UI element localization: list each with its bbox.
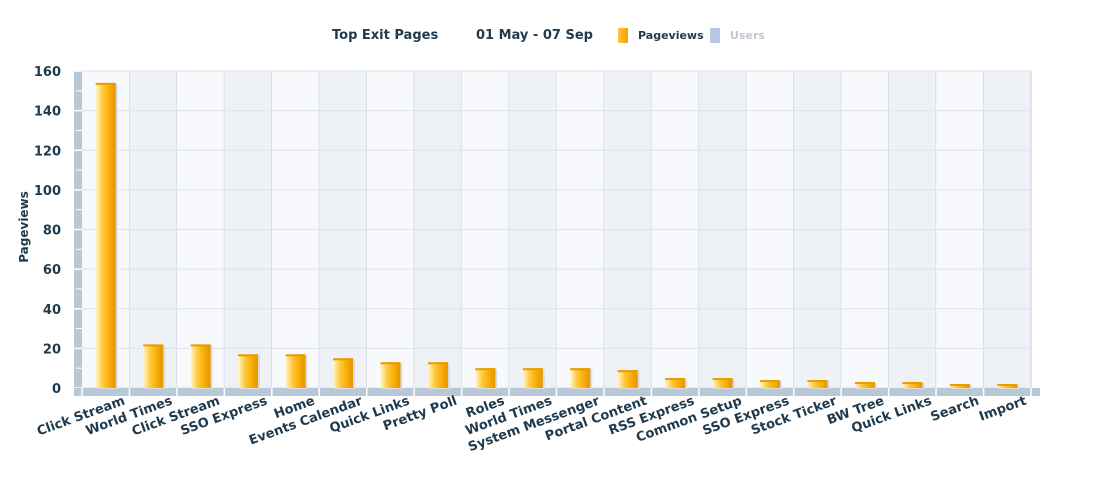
legend-swatch-users <box>710 28 720 43</box>
bar <box>332 358 353 388</box>
bar <box>712 378 733 388</box>
bar-cap <box>665 378 686 381</box>
bar <box>190 344 211 388</box>
bar <box>95 82 116 388</box>
bar-cap <box>997 384 1018 387</box>
date-range: 01 May - 07 Sep <box>476 28 593 43</box>
y-tick-label: 160 <box>34 65 61 80</box>
bar-cap <box>332 358 353 361</box>
y-axis-title: Pageviews <box>17 191 31 263</box>
x-tick-label: Search <box>929 394 981 425</box>
bar <box>380 362 401 388</box>
y-tick-label: 80 <box>43 224 61 239</box>
bar <box>238 354 259 388</box>
y-tick-label: 120 <box>34 144 61 159</box>
bar-cap <box>570 368 591 371</box>
bar-cap <box>807 380 828 383</box>
bar-cap <box>760 380 781 383</box>
bar-cap <box>854 382 875 385</box>
legend-label-users: Users <box>730 29 765 42</box>
bar-cap <box>522 368 543 371</box>
chart-title: Top Exit Pages <box>332 28 438 43</box>
bar-cap <box>285 354 306 357</box>
legend-swatch-pageviews <box>618 28 628 43</box>
bar <box>760 380 781 388</box>
bar-cap <box>949 384 970 387</box>
legend-item-users[interactable]: Users <box>710 28 765 43</box>
bar-cap <box>95 82 116 85</box>
bar <box>854 382 875 388</box>
bar-cap <box>380 362 401 365</box>
bar <box>807 380 828 388</box>
bar-cap <box>475 368 496 371</box>
bar-cap <box>143 344 164 347</box>
bar <box>475 368 496 388</box>
bar <box>143 344 164 388</box>
y-tick-label: 40 <box>43 303 61 318</box>
legend-item-pageviews[interactable]: Pageviews <box>618 28 704 43</box>
bar <box>285 354 306 388</box>
y-tick-label: 140 <box>34 105 61 120</box>
bar-cap <box>617 370 638 373</box>
x-tick-label: Import <box>977 394 1028 425</box>
bar <box>427 362 448 388</box>
bar-cap <box>190 344 211 347</box>
legend-label-pageviews: Pageviews <box>638 29 704 42</box>
y-tick-label: 20 <box>43 342 61 357</box>
y-tick-label: 60 <box>43 263 61 278</box>
bar-cap <box>238 354 259 357</box>
bar-cap <box>712 378 733 381</box>
bar <box>570 368 591 388</box>
y-tick-label: 0 <box>52 382 61 397</box>
bar <box>902 382 923 388</box>
bar-cap <box>902 382 923 385</box>
bar <box>617 370 638 388</box>
bar <box>665 378 686 388</box>
bar-cap <box>427 362 448 365</box>
y-axis-line <box>74 71 82 396</box>
y-tick-label: 100 <box>34 184 61 199</box>
bar <box>522 368 543 388</box>
